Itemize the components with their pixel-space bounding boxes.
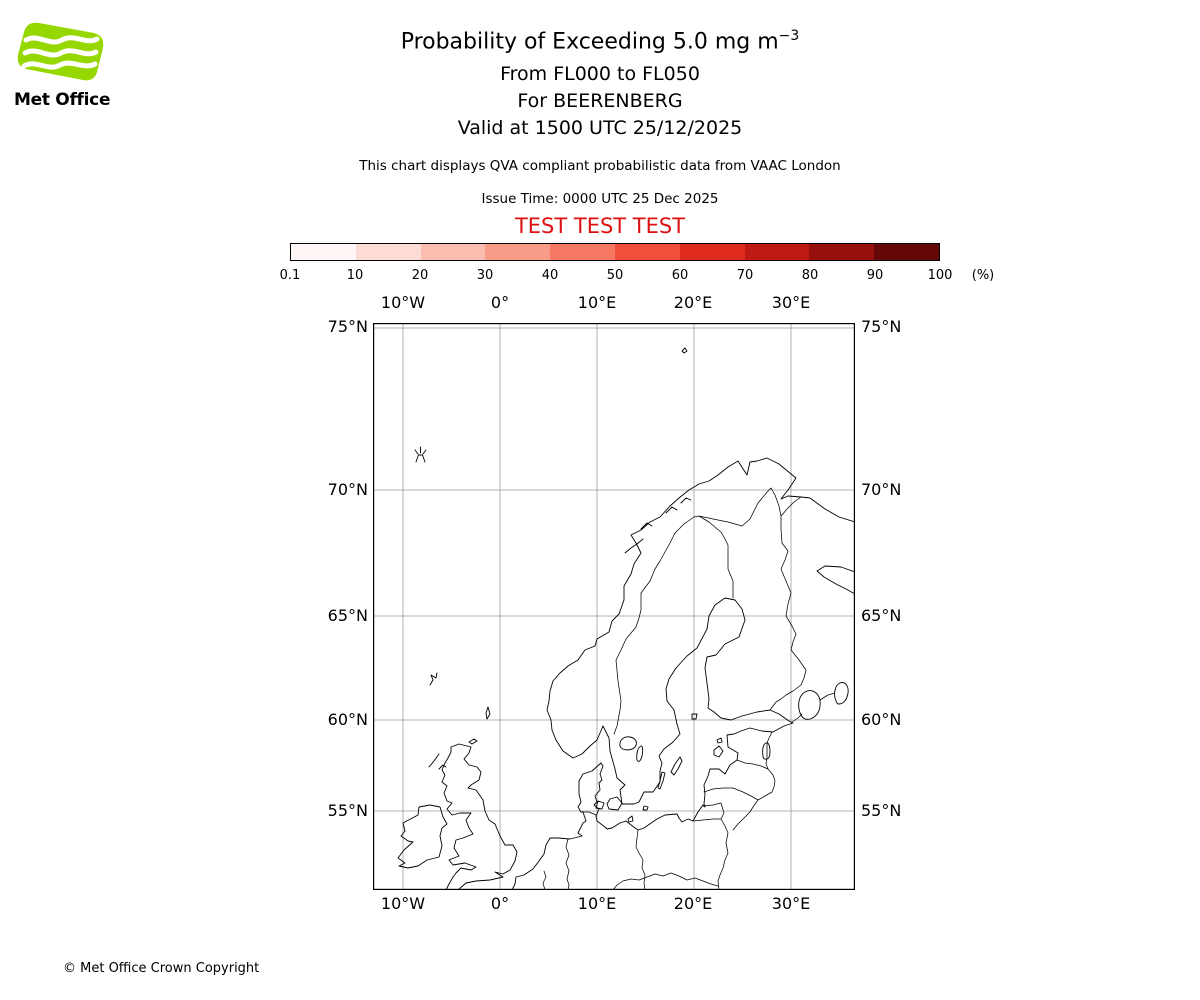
lon-label-top-10e: 10°E — [577, 293, 617, 312]
colorbar-tick-6: 60 — [671, 268, 689, 283]
coastline-ireland — [397, 804, 448, 869]
map-frame — [373, 323, 855, 890]
colorbar-segment — [744, 244, 810, 260]
coastline-continental-europe — [511, 457, 855, 890]
lat-label-right-70n: 70°N — [861, 480, 902, 499]
colorbar-segment — [485, 244, 551, 260]
colorbar-tick-5: 50 — [606, 268, 624, 283]
colorbar — [290, 243, 940, 261]
lat-label-right-60n: 60°N — [861, 710, 902, 729]
met-office-wordmark: Met Office — [14, 90, 111, 110]
lon-label-bottom-10w: 10°W — [380, 894, 426, 913]
lon-label-bottom-30e: 30°E — [771, 894, 811, 913]
colorbar-tick-9: 90 — [866, 268, 884, 283]
colorbar-tick-10: 100 — [927, 268, 953, 283]
colorbar-segment — [420, 244, 486, 260]
logo-wave-icon — [22, 48, 99, 58]
colorbar-segment — [291, 244, 356, 260]
chart-title-exponent: −3 — [778, 28, 800, 44]
grid-lines — [373, 323, 855, 890]
logo-wave-icon — [21, 60, 98, 70]
test-banner: TEST TEST TEST — [514, 214, 686, 238]
chart-title: Probability of Exceeding 5.0 mg m−3 — [0, 28, 1200, 54]
colorbar-tick-2: 20 — [411, 268, 429, 283]
lon-label-top-10w: 10°W — [380, 293, 426, 312]
chart-title-text: Probability of Exceeding 5.0 mg m — [400, 29, 779, 55]
lon-label-bottom-20e: 20°E — [673, 894, 713, 913]
logo-wave-icon — [23, 35, 100, 45]
lon-label-top-20e: 20°E — [673, 293, 713, 312]
colorbar-segment — [874, 244, 939, 260]
lat-label-right-75n: 75°N — [861, 317, 902, 336]
subtitle-volcano: For BEERENBERG — [517, 90, 683, 112]
lat-label-left-75n: 75°N — [327, 317, 368, 336]
lat-label-left-60n: 60°N — [327, 710, 368, 729]
colorbar-tick-3: 30 — [476, 268, 494, 283]
coastline-islands — [428, 347, 724, 823]
coastline-great-britain — [441, 743, 518, 890]
chart-description: This chart displays QVA compliant probab… — [359, 158, 841, 174]
lon-label-top-30e: 30°E — [771, 293, 811, 312]
met-office-logo: Met Office — [14, 20, 134, 110]
colorbar-tick-4: 40 — [541, 268, 559, 283]
lon-label-bottom-0: 0° — [490, 894, 510, 913]
lat-label-left-70n: 70°N — [327, 480, 368, 499]
lon-label-bottom-10e: 10°E — [577, 894, 617, 913]
colorbar-segment — [550, 244, 615, 260]
colorbar-tick-0: 0.1 — [279, 268, 301, 283]
lat-label-right-65n: 65°N — [861, 606, 902, 625]
colorbar-segment — [614, 244, 680, 260]
map — [373, 323, 855, 890]
coastline-white-sea — [816, 565, 855, 595]
met-office-logo-mark — [17, 22, 104, 81]
colorbar-segment — [355, 244, 421, 260]
lat-label-left-65n: 65°N — [327, 606, 368, 625]
colorbar-tick-1: 10 — [346, 268, 364, 283]
colorbar-tick-8: 80 — [801, 268, 819, 283]
colorbar-segment — [809, 244, 875, 260]
copyright-text: © Met Office Crown Copyright — [63, 961, 260, 976]
volcano-eruption-icon — [414, 446, 427, 463]
lat-label-right-55n: 55°N — [861, 801, 902, 820]
colorbar-segment — [679, 244, 745, 260]
lakes-outline — [619, 682, 849, 762]
subtitle-flight-levels: From FL000 to FL050 — [500, 63, 700, 85]
subtitle-valid-time: Valid at 1500 UTC 25/12/2025 — [457, 117, 743, 139]
colorbar-tick-7: 70 — [736, 268, 754, 283]
colorbar-unit: (%) — [971, 268, 995, 283]
issue-time: Issue Time: 0000 UTC 25 Dec 2025 — [481, 191, 719, 207]
lat-label-left-55n: 55°N — [327, 801, 368, 820]
country-borders — [542, 487, 836, 890]
lon-label-top-0: 0° — [490, 293, 510, 312]
